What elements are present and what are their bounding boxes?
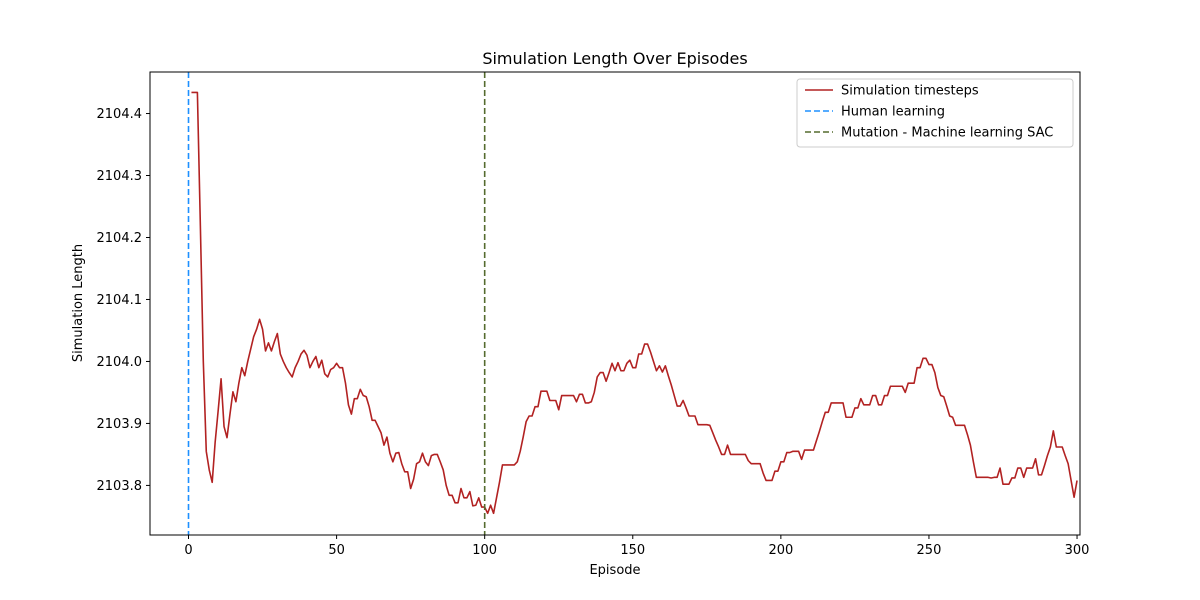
series-line-simulation-timesteps — [191, 91, 1078, 515]
y-tick-label: 2103.9 — [97, 417, 143, 432]
y-tick-label: 2103.8 — [97, 479, 143, 494]
legend-frame — [796, 78, 1074, 148]
y-tick-label: 2104.0 — [97, 355, 143, 370]
legend-label: Human learning — [841, 105, 945, 120]
y-tick-label: 2104.2 — [97, 231, 143, 246]
x-tick-label: 300 — [1065, 543, 1090, 558]
plot-frame — [149, 71, 1081, 536]
y-tick-label: 2104.3 — [97, 169, 143, 184]
plot-area: 0 50 100 150 200 250 300 2103.8 2103.9 2104.0 2104… — [97, 71, 1090, 558]
y-tick-label: 2104.4 — [97, 107, 143, 122]
x-tick-label: 0 — [184, 543, 192, 558]
x-tick-label: 50 — [328, 543, 345, 558]
legend-label: Simulation timesteps — [841, 84, 979, 99]
x-tick-label: 200 — [768, 543, 793, 558]
x-tick-label: 150 — [620, 543, 645, 558]
x-tick-label: 250 — [917, 543, 942, 558]
x-axis-label: Episode — [589, 563, 640, 578]
x-tick-label: 100 — [472, 543, 497, 558]
legend: Simulation timesteps Human learning Mutati… — [796, 78, 1074, 148]
y-tick-label: 2104.1 — [97, 293, 143, 308]
chart-title: Simulation Length Over Episodes — [482, 49, 747, 68]
legend-label: Mutation - Machine learning SAC — [841, 126, 1053, 141]
y-axis-label: Simulation Length — [71, 244, 86, 362]
